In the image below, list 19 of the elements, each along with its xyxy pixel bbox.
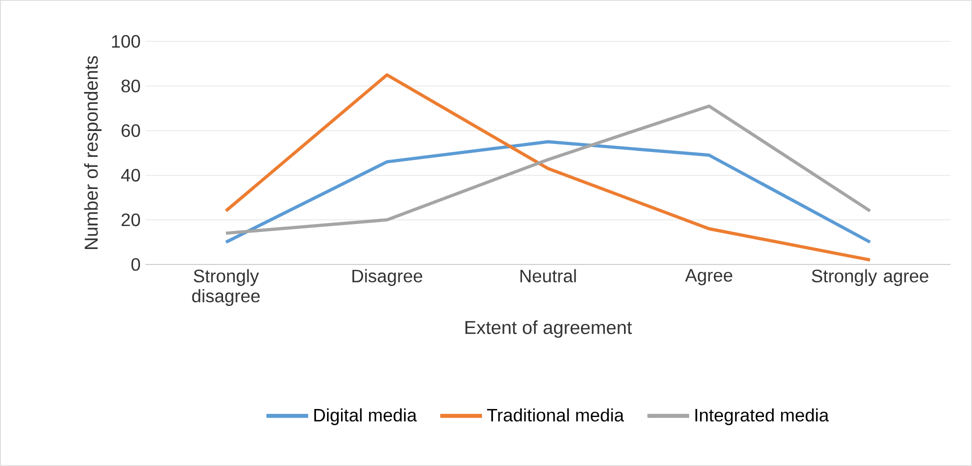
y-tick-label: 80 (121, 80, 140, 92)
y-tick-label: 0 (131, 258, 140, 271)
y-tick-label: 20 (122, 214, 140, 226)
legend-label: Traditional media (487, 408, 624, 422)
x-tick-label: Neutral (520, 269, 576, 282)
line-series (224, 104, 872, 235)
x-axis-title: Extent of agreement (465, 320, 632, 338)
y-axis-title: Number of respondents (84, 56, 102, 250)
line-series (224, 140, 872, 244)
x-tick-label: Agree (685, 269, 732, 286)
x-tick-label: Disagree (352, 269, 422, 286)
line-series (224, 73, 872, 262)
y-tick-label: 100 (112, 35, 140, 48)
x-tick-label: Strongly disagree (192, 269, 260, 306)
y-tick-label: 40 (121, 168, 140, 182)
x-tick-label: Strongly agree (812, 269, 928, 286)
y-tick-label: 60 (122, 124, 140, 138)
legend-label: Digital media (314, 408, 417, 426)
legend-label: Integrated media (695, 408, 829, 426)
